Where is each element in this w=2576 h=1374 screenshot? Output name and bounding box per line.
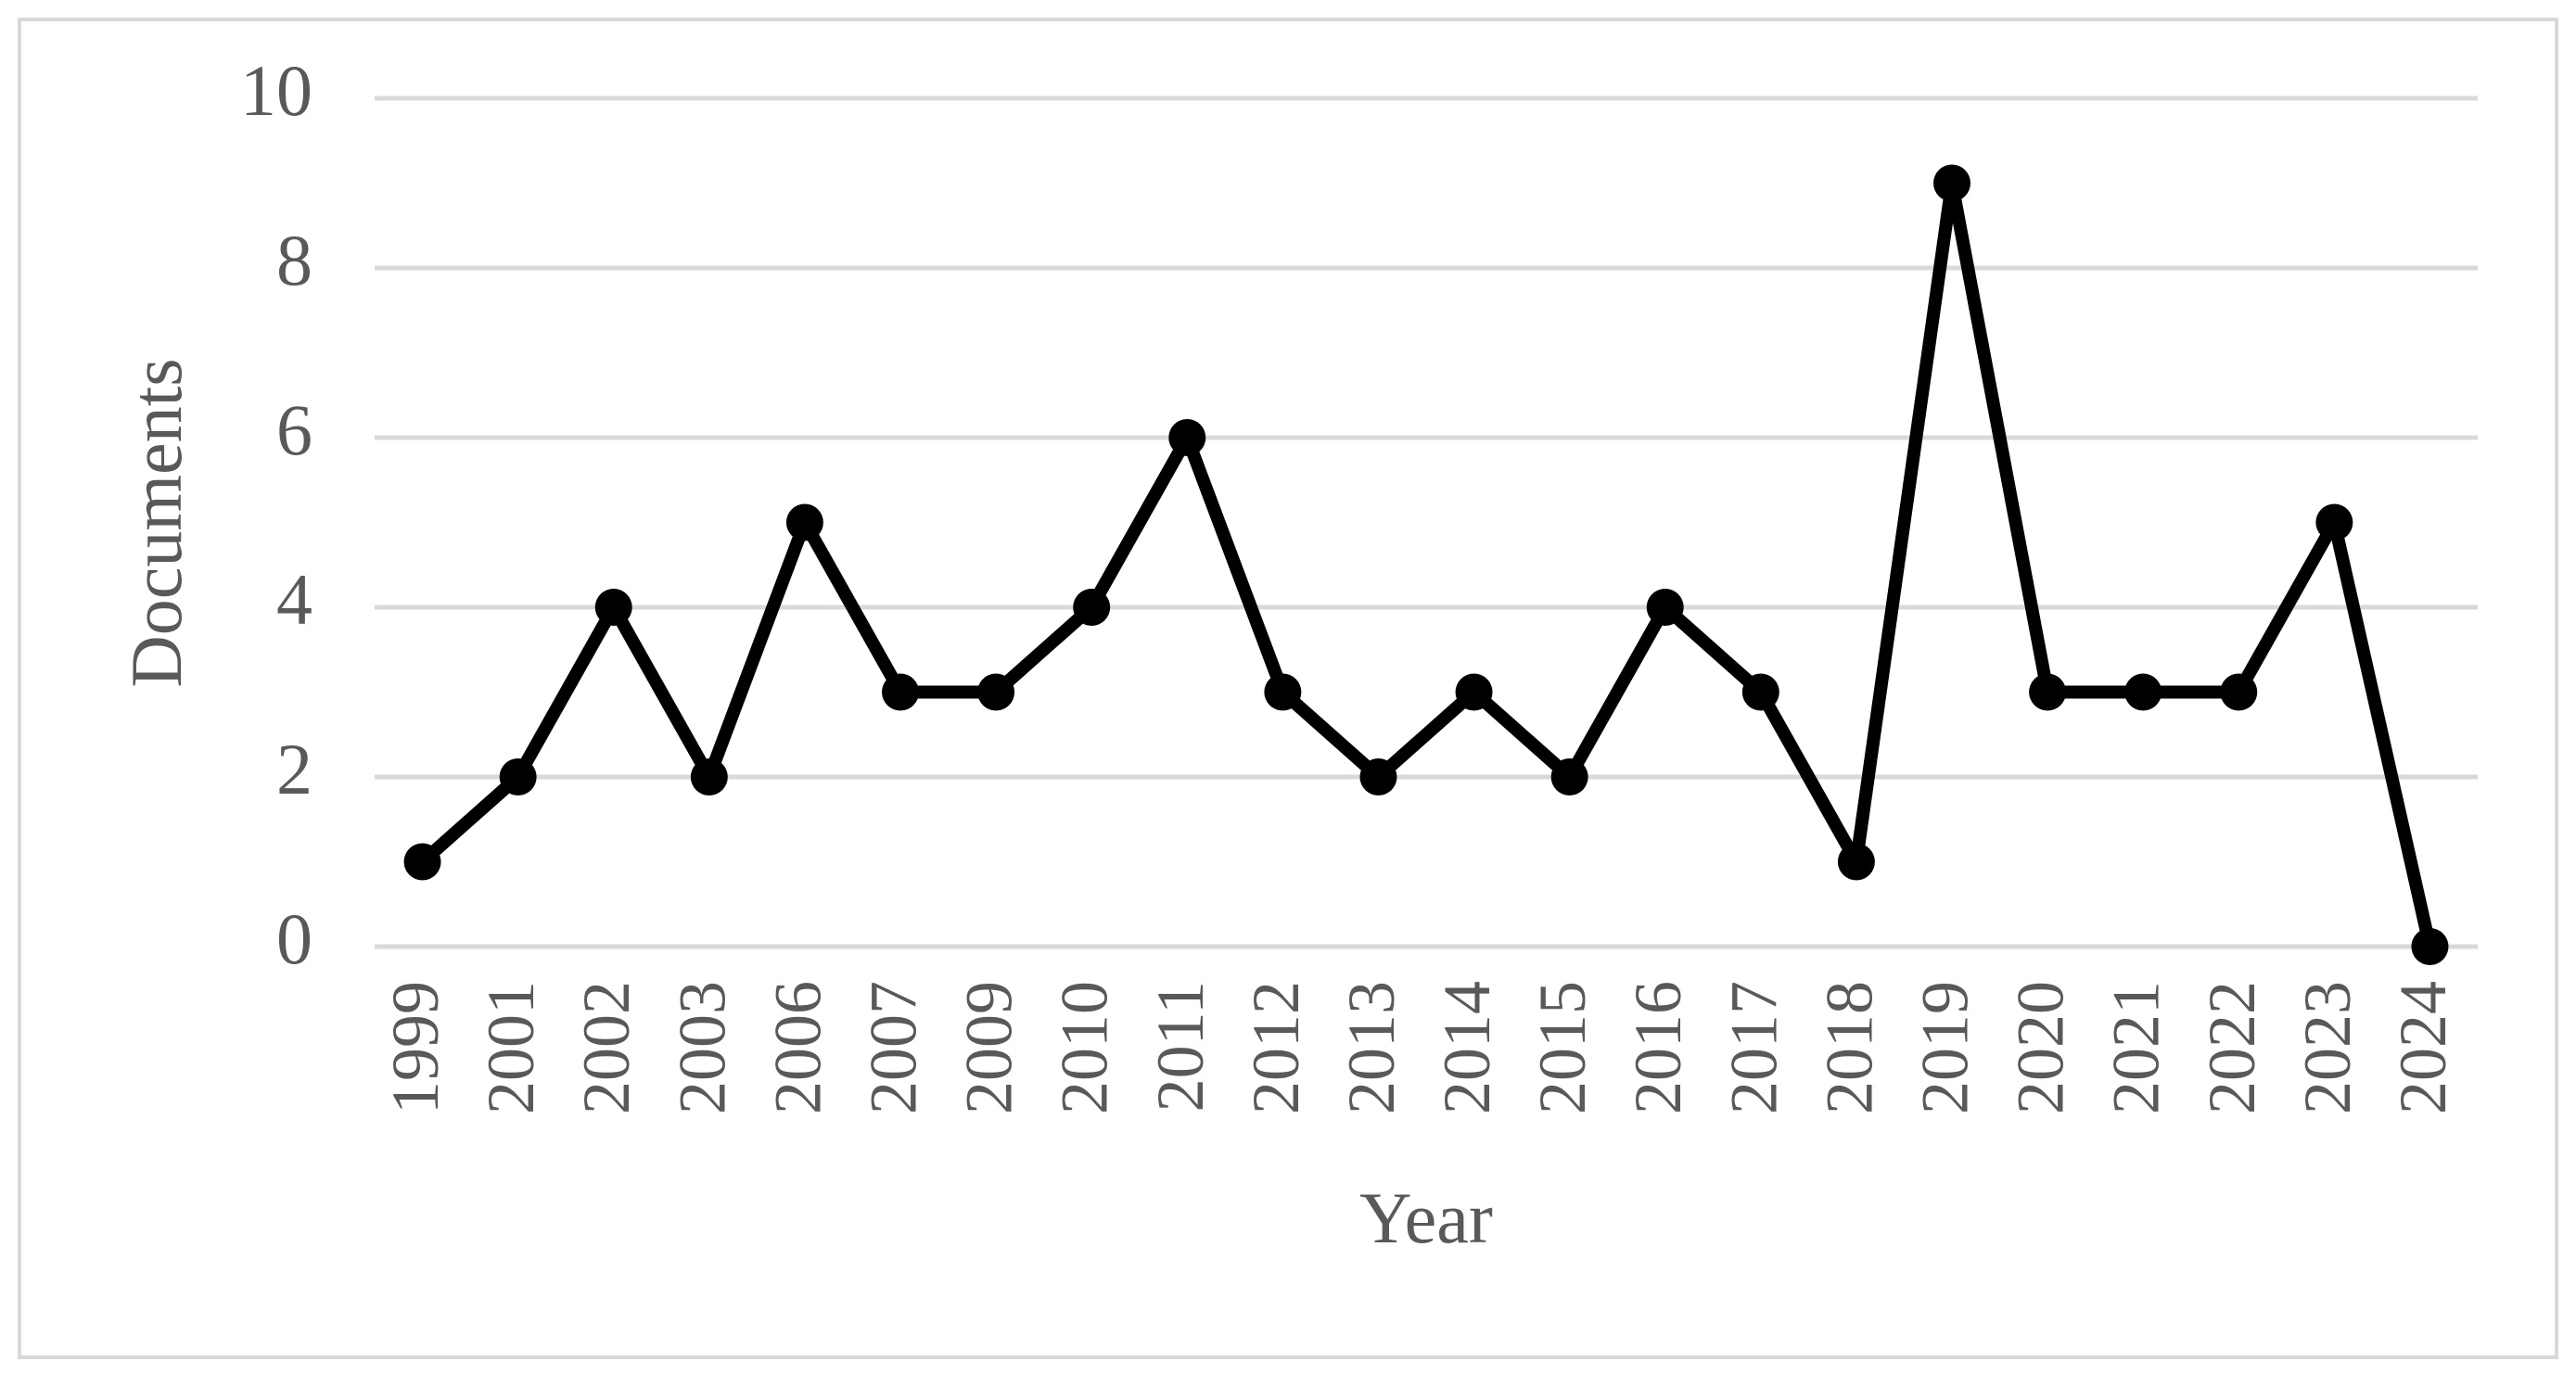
x-tick-label: 2015 xyxy=(1525,981,1600,1114)
data-point xyxy=(403,843,441,881)
x-tick-label: 2022 xyxy=(2195,981,2269,1114)
x-tick-label: 2023 xyxy=(2290,981,2365,1114)
x-tick-label: 2010 xyxy=(1048,981,1122,1114)
y-tick-label: 8 xyxy=(276,220,312,300)
data-point xyxy=(977,673,1015,711)
x-tick-label: 2011 xyxy=(1143,981,1218,1112)
x-tick-label: 2017 xyxy=(1716,981,1791,1114)
x-tick-label: 1999 xyxy=(378,981,453,1114)
data-line xyxy=(417,176,2437,948)
x-tick-label: 2012 xyxy=(1239,981,1313,1114)
data-point xyxy=(1741,673,1779,711)
x-tick-label: 2018 xyxy=(1812,981,1886,1114)
x-tick-label: 2007 xyxy=(857,981,931,1114)
data-point xyxy=(1933,164,1970,202)
data-point xyxy=(785,503,823,541)
data-point xyxy=(1837,843,1875,881)
x-tick-label: 2021 xyxy=(2099,981,2174,1114)
data-point xyxy=(882,673,919,711)
x-tick-label: 2013 xyxy=(1334,981,1409,1114)
data-point xyxy=(1646,589,1684,626)
data-point xyxy=(2124,673,2162,711)
data-point xyxy=(1359,758,1397,795)
data-point xyxy=(2029,673,2067,711)
x-tick-label: 2002 xyxy=(569,981,644,1114)
data-point xyxy=(1264,673,1302,711)
y-tick-label: 2 xyxy=(276,729,312,809)
x-tick-label: 2020 xyxy=(2004,981,2078,1114)
y-tick-label: 6 xyxy=(276,389,312,470)
y-tick-label: 0 xyxy=(276,898,312,979)
y-tick-label: 4 xyxy=(276,559,312,640)
data-point xyxy=(2411,928,2449,965)
x-tick-label: 2009 xyxy=(952,981,1027,1114)
x-axis-title: Year xyxy=(1359,1177,1493,1258)
y-tick-label: 10 xyxy=(240,50,312,131)
x-tick-label: 2003 xyxy=(665,981,739,1114)
data-point xyxy=(690,758,728,795)
data-point xyxy=(2315,503,2353,541)
x-tick-label: 2024 xyxy=(2386,981,2460,1114)
data-point xyxy=(499,758,537,795)
data-point xyxy=(1455,673,1493,711)
x-tick-label: 2001 xyxy=(474,981,548,1114)
data-point xyxy=(2220,673,2258,711)
x-tick-label: 2016 xyxy=(1621,981,1695,1114)
data-point xyxy=(1550,758,1588,795)
x-tick-label: 2019 xyxy=(1908,981,1983,1114)
y-axis-title: Documents xyxy=(116,358,197,687)
x-tick-label: 2006 xyxy=(760,981,835,1114)
x-tick-label: 2014 xyxy=(1430,981,1504,1114)
data-point xyxy=(594,589,632,626)
data-point xyxy=(1073,589,1111,626)
data-point xyxy=(1168,419,1206,456)
